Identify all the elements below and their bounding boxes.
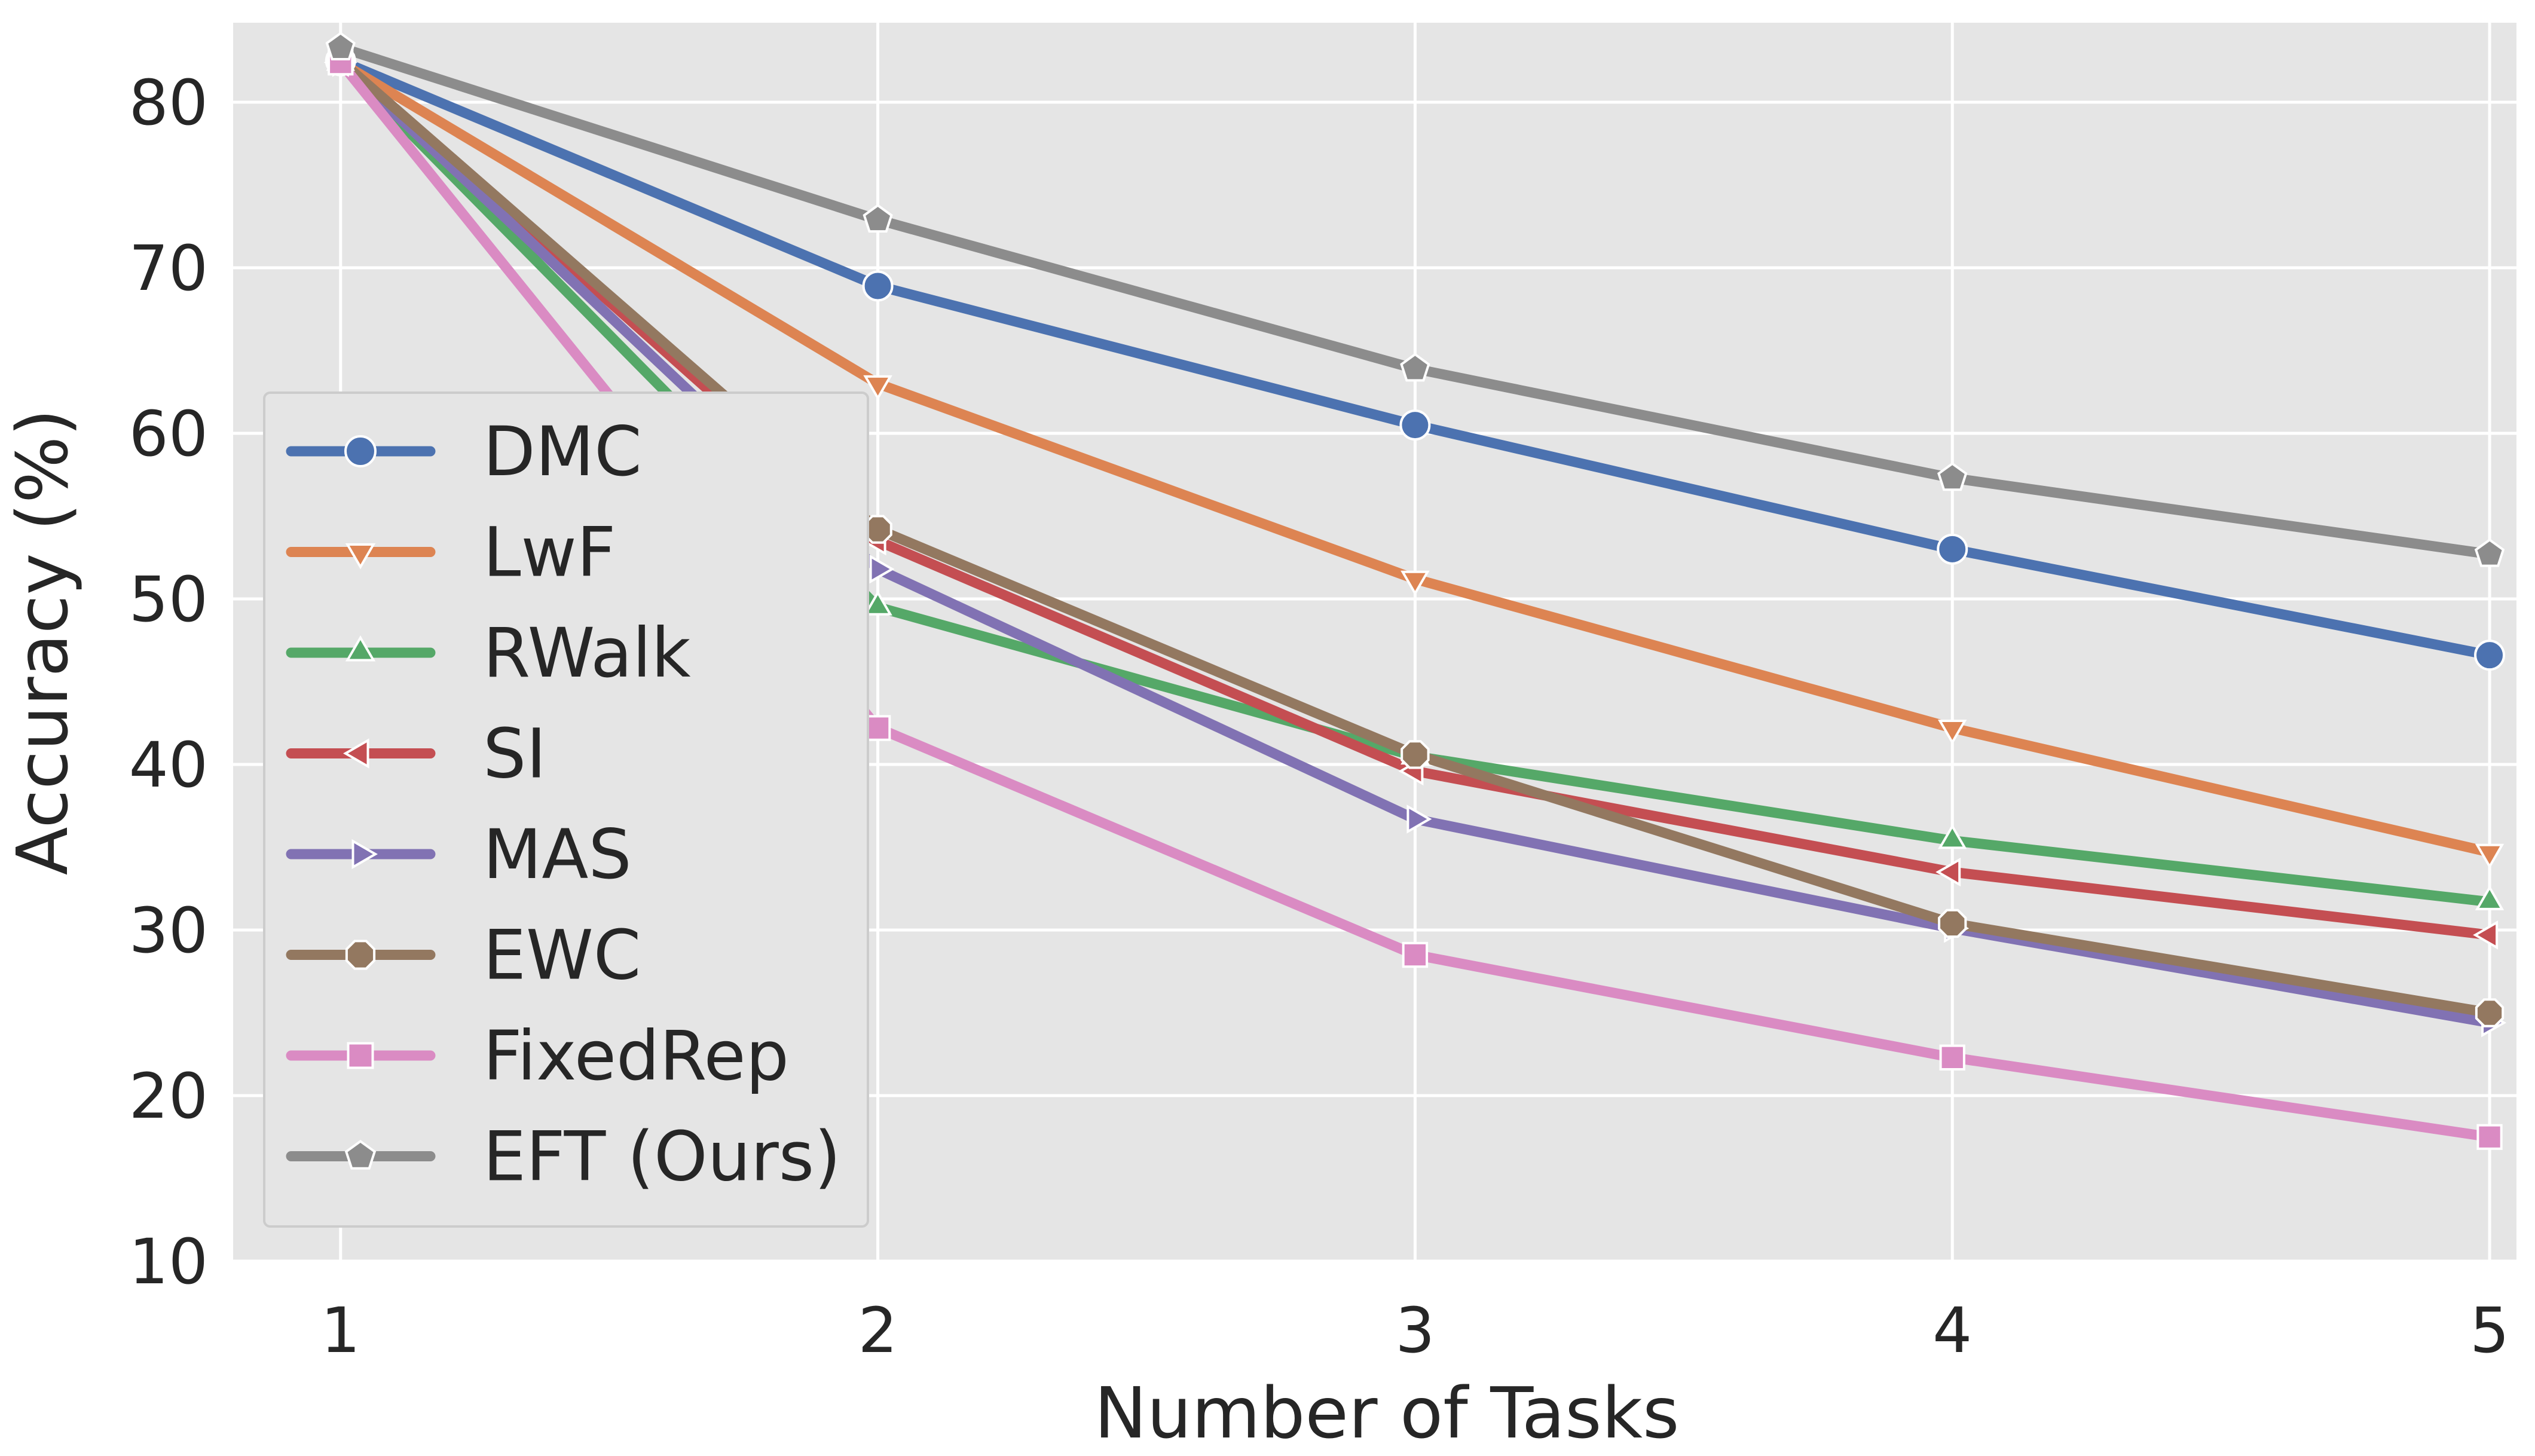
x-tick-labels: 1 2 3 4 5	[321, 1294, 2509, 1367]
data-point-si	[1935, 857, 1961, 887]
y-tick-labels: 10 20 30 40 50 60 70 80	[129, 66, 208, 1298]
y-tick-label: 30	[129, 894, 208, 967]
legend-marker-eft-ours	[344, 1140, 377, 1170]
legend-label-si: SI	[483, 714, 546, 794]
data-point-mas	[869, 554, 895, 584]
data-point-eft-ours	[2474, 538, 2505, 567]
data-point-dmc	[862, 270, 894, 302]
y-tick-label: 10	[129, 1225, 208, 1298]
legend: DMC LwF RWalk SI MAS EWC FixedRep EFT (Ours)	[263, 391, 869, 1228]
legend-label-lwf: LwF	[483, 513, 616, 592]
data-point-eft-ours	[1937, 462, 1968, 491]
y-tick-label: 70	[129, 232, 208, 305]
y-axis-title: Accuracy (%)	[1, 409, 84, 875]
series-markers	[323, 32, 2507, 1150]
data-point-lwf	[2475, 843, 2505, 869]
data-point-dmc	[1937, 533, 1968, 565]
y-tick-label: 40	[129, 729, 208, 802]
y-tick-label: 50	[129, 563, 208, 636]
legend-marker-rwalk	[345, 635, 376, 662]
legend-label-ewc: EWC	[483, 916, 641, 995]
y-tick-label: 60	[129, 397, 208, 470]
y-tick-label: 80	[129, 66, 208, 139]
x-axis-title: Number of Tasks	[1094, 1372, 1680, 1454]
legend-label-mas: MAS	[483, 815, 632, 894]
legend-label-fixedrep: FixedRep	[483, 1016, 789, 1096]
x-tick-label: 3	[1395, 1294, 1435, 1367]
data-point-eft-ours	[1400, 353, 1430, 382]
data-point-rwalk	[2475, 885, 2505, 910]
data-point-mas	[1406, 805, 1432, 834]
x-tick-label: 5	[2470, 1294, 2509, 1367]
data-point-lwf	[1400, 570, 1430, 596]
data-point-dmc	[1399, 409, 1431, 441]
data-point-ewc	[2475, 998, 2505, 1027]
legend-marker-si	[343, 738, 369, 769]
data-point-eft-ours	[863, 204, 893, 233]
legend-entries: DMC LwF RWalk SI MAS EWC FixedRep EFT (Ours)	[286, 412, 841, 1197]
legend-marker-mas	[351, 839, 378, 870]
data-point-lwf	[1938, 720, 1967, 745]
x-tick-label: 1	[321, 1294, 360, 1367]
legend-box	[263, 391, 869, 1228]
legend-label-eft-ours: EFT (Ours)	[483, 1117, 841, 1197]
data-point-dmc	[2474, 640, 2506, 671]
y-tick-label: 20	[129, 1060, 208, 1133]
data-point-fixedrep	[864, 715, 891, 741]
x-tick-label: 2	[858, 1294, 898, 1367]
data-point-ewc	[1400, 740, 1430, 769]
data-point-fixedrep	[2476, 1124, 2503, 1150]
data-point-rwalk	[1938, 824, 1967, 849]
x-tick-label: 4	[1932, 1294, 1972, 1367]
legend-marker-fixedrep	[347, 1042, 374, 1069]
data-point-rwalk	[863, 590, 892, 616]
data-point-si	[2473, 920, 2499, 950]
data-point-fixedrep	[1939, 1044, 1965, 1070]
legend-label-rwalk: RWalk	[483, 613, 691, 693]
data-point-fixedrep	[1402, 941, 1429, 968]
data-point-eft-ours	[325, 32, 356, 60]
legend-marker-lwf	[345, 543, 376, 570]
legend-label-dmc: DMC	[483, 412, 642, 491]
data-point-ewc	[1938, 909, 1967, 938]
data-point-lwf	[863, 375, 892, 400]
legend-marker-ewc	[345, 940, 376, 970]
legend-marker-dmc	[344, 435, 377, 467]
